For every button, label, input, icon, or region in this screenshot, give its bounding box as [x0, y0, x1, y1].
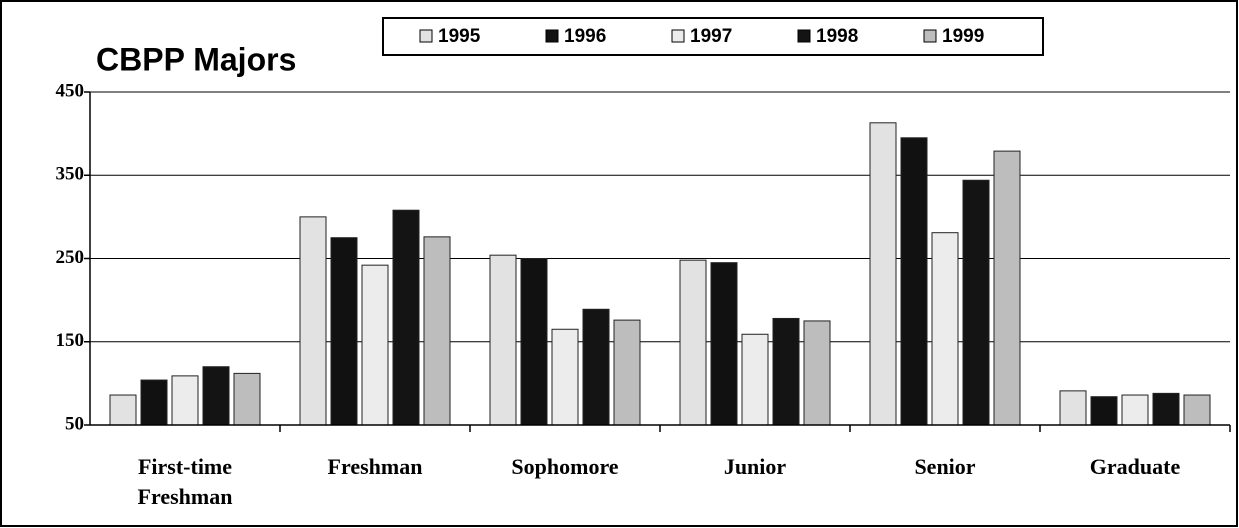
x-tick-label: Junior — [723, 454, 787, 479]
y-tick-label: 450 — [56, 80, 85, 101]
bar — [1121, 394, 1149, 426]
bar — [489, 254, 517, 426]
x-tick-label: Senior — [914, 454, 976, 479]
bar — [582, 308, 610, 426]
legend-label: 1996 — [564, 26, 606, 47]
bar — [140, 379, 168, 426]
bar — [1059, 390, 1087, 426]
bar — [171, 375, 199, 426]
bar — [741, 333, 769, 426]
bar — [772, 317, 800, 426]
bar — [962, 179, 990, 426]
legend-swatch — [797, 29, 811, 43]
y-tick-label: 150 — [56, 330, 85, 351]
bar — [330, 237, 358, 426]
x-tick-label: Sophomore — [511, 454, 619, 479]
legend-label: 1998 — [816, 26, 858, 47]
legend-swatch — [545, 29, 559, 43]
bar — [299, 216, 327, 426]
bar — [202, 366, 230, 426]
bar — [423, 236, 451, 426]
bar — [613, 319, 641, 426]
bar — [392, 209, 420, 426]
bar — [551, 328, 579, 426]
bar — [931, 232, 959, 426]
x-tick-label: Graduate — [1089, 454, 1181, 479]
legend-label: 1999 — [942, 26, 984, 47]
bar — [993, 150, 1021, 426]
legend-swatch — [671, 29, 685, 43]
chart-title: CBPP Majors — [96, 41, 296, 77]
bar — [520, 258, 548, 426]
bar — [679, 259, 707, 426]
bar — [109, 394, 137, 426]
x-tick-label: First-time Freshman — [137, 454, 233, 509]
x-tick-label: Freshman — [327, 454, 423, 479]
legend-swatch — [419, 29, 433, 43]
bar — [1152, 392, 1180, 426]
bar — [869, 122, 897, 426]
bar — [710, 262, 738, 426]
bar — [1090, 396, 1118, 426]
legend-label: 1997 — [690, 26, 732, 47]
y-tick-label: 50 — [65, 413, 84, 434]
bar — [361, 264, 389, 426]
y-tick-label: 350 — [56, 164, 85, 185]
bar — [803, 320, 831, 426]
bar — [1183, 394, 1211, 426]
y-tick-label: 250 — [56, 247, 85, 268]
bar — [233, 372, 261, 426]
legend-swatch — [923, 29, 937, 43]
bar — [900, 137, 928, 426]
legend-label: 1995 — [438, 26, 481, 47]
